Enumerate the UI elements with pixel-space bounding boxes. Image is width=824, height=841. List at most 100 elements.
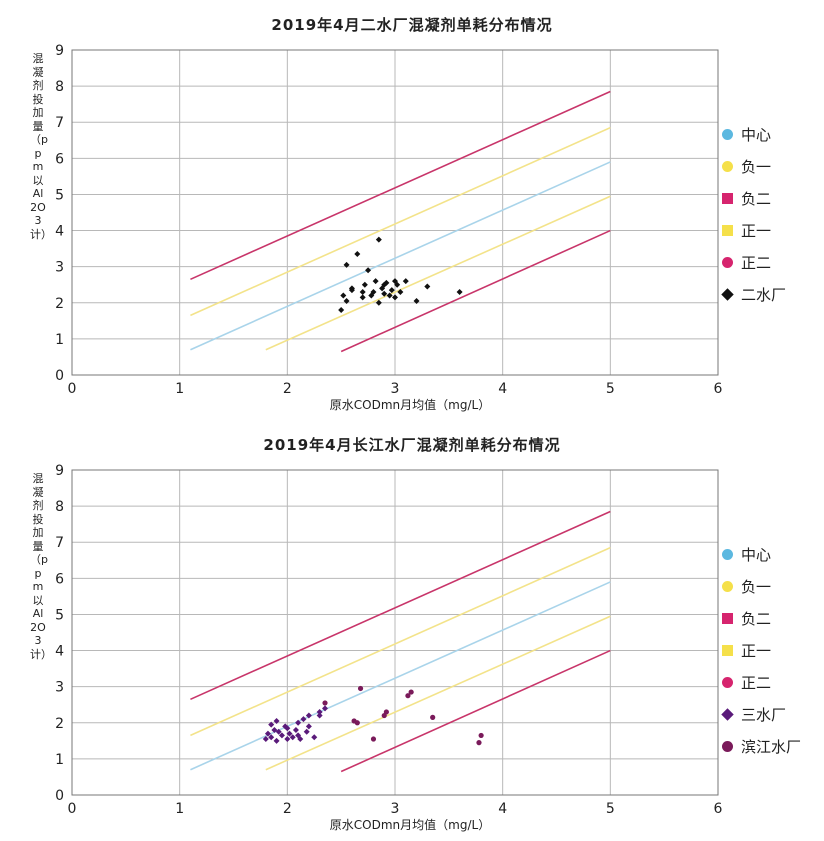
legend-swatch [721,707,734,721]
data-point [354,251,361,258]
y-tick-label: 0 [55,788,64,804]
data-point [430,714,436,720]
data-point [284,725,291,732]
data-point [381,290,388,297]
data-point [322,700,328,706]
x-tick-label: 5 [606,381,615,397]
data-point [275,728,282,735]
chart-title: 2019年4月长江水厂混凝剂单耗分布情况 [263,436,561,454]
y-tick-label: 3 [55,680,64,696]
plot-area-1: 0 1 2 3 4 5 6 7 8 9 0 1 2 3 4 5 6 [55,43,722,397]
y-tick-label: 5 [55,607,64,623]
legend-label: 正二 [741,673,772,692]
data-point [405,693,411,699]
legend-label: 负二 [741,609,772,628]
data-point [282,723,289,730]
legend-item: 中心 [722,538,801,570]
data-point [286,730,293,737]
legend-swatch [722,548,733,560]
legend-swatch [722,192,733,204]
data-point [394,281,401,288]
y-tick-label: 1 [55,332,64,348]
y-tick-label: 9 [55,43,64,59]
plot-border [71,49,719,376]
data-point [478,732,484,739]
y-tick-label: 1 [55,752,64,768]
chart-panel-2: 0 1 2 3 4 5 6 7 8 9 0 1 2 3 4 5 6 2019年4月长江水厂混凝剂单耗分布情况 混… [0,420,824,838]
reference-line [190,126,611,317]
legend-label: 滨江水厂 [741,737,802,756]
legend-label: 正一 [741,221,772,240]
y-tick-label: 5 [55,187,64,203]
reference-line [190,546,611,737]
y-tick-label: 2 [55,716,64,732]
data-point [295,719,302,726]
x-axis-label: 原水CODmn月均值（mg/L） [329,818,491,832]
data-point [343,297,350,304]
legend-swatch [722,160,733,172]
legend-swatch [722,612,733,624]
x-tick-label: 2 [283,381,292,397]
data-point [402,278,409,285]
data-point [303,728,310,735]
legend-label: 中心 [741,545,772,564]
data-point [316,708,323,715]
legend-label: 三水厂 [741,705,787,724]
data-point [300,716,307,723]
data-point [284,736,291,743]
legend-item: 负一 [722,570,801,602]
legend-swatch [721,287,734,301]
data-point [338,307,345,313]
x-tick-label: 0 [68,801,77,817]
legend-item: 负二 [722,602,801,634]
data-point [278,732,285,739]
data-point [372,278,379,285]
data-point [424,283,431,290]
data-point [264,730,271,737]
x-tick-label: 4 [498,381,507,397]
y-tick-label: 8 [55,79,64,95]
reference-line [265,615,611,771]
legend-label: 中心 [741,125,772,144]
x-axis-label: 原水CODmn月均值（mg/L） [329,398,491,412]
data-point [388,287,395,294]
legend-swatch [722,256,733,268]
data-point [386,292,393,299]
legend-swatch [722,580,733,592]
data-point [289,734,296,741]
legend-swatch [722,128,733,140]
data-point [292,727,299,733]
data-point [413,297,420,304]
data-point [305,723,312,730]
data-point [305,712,312,719]
data-point [392,294,398,301]
x-tick-label: 6 [714,801,723,817]
x-tick-label: 3 [391,381,400,397]
y-axis-label: 混凝剂投加量（ppm以Al2O3计） [30,472,52,661]
data-point [359,294,366,301]
legend-item: 负二 [722,182,786,214]
legend-swatch [722,224,733,236]
y-tick-label: 4 [55,644,64,660]
reference-line [340,229,611,353]
legend-label: 负一 [741,577,772,596]
data-point [381,712,387,719]
legend-label: 正二 [741,253,772,272]
data-point [311,734,318,741]
y-tick-label: 8 [55,499,64,515]
legend: 中心 负一 负二 正一 正二 二水厂 [721,118,786,310]
y-tick-label: 4 [55,224,64,240]
data-point [476,740,482,746]
legend-item: 正一 [722,634,801,666]
legend-label: 负二 [741,189,772,208]
plot-area-2: 0 1 2 3 4 5 6 7 8 9 0 1 2 3 4 5 6 [55,463,723,817]
legend-swatch [722,676,733,688]
legend-item: 负一 [722,150,786,182]
data-point [316,712,323,719]
data-point [262,736,269,743]
y-tick-label: 3 [55,260,64,276]
data-point [359,288,366,295]
data-point [381,281,388,288]
data-point [273,717,280,724]
legend-item: 中心 [722,118,786,150]
